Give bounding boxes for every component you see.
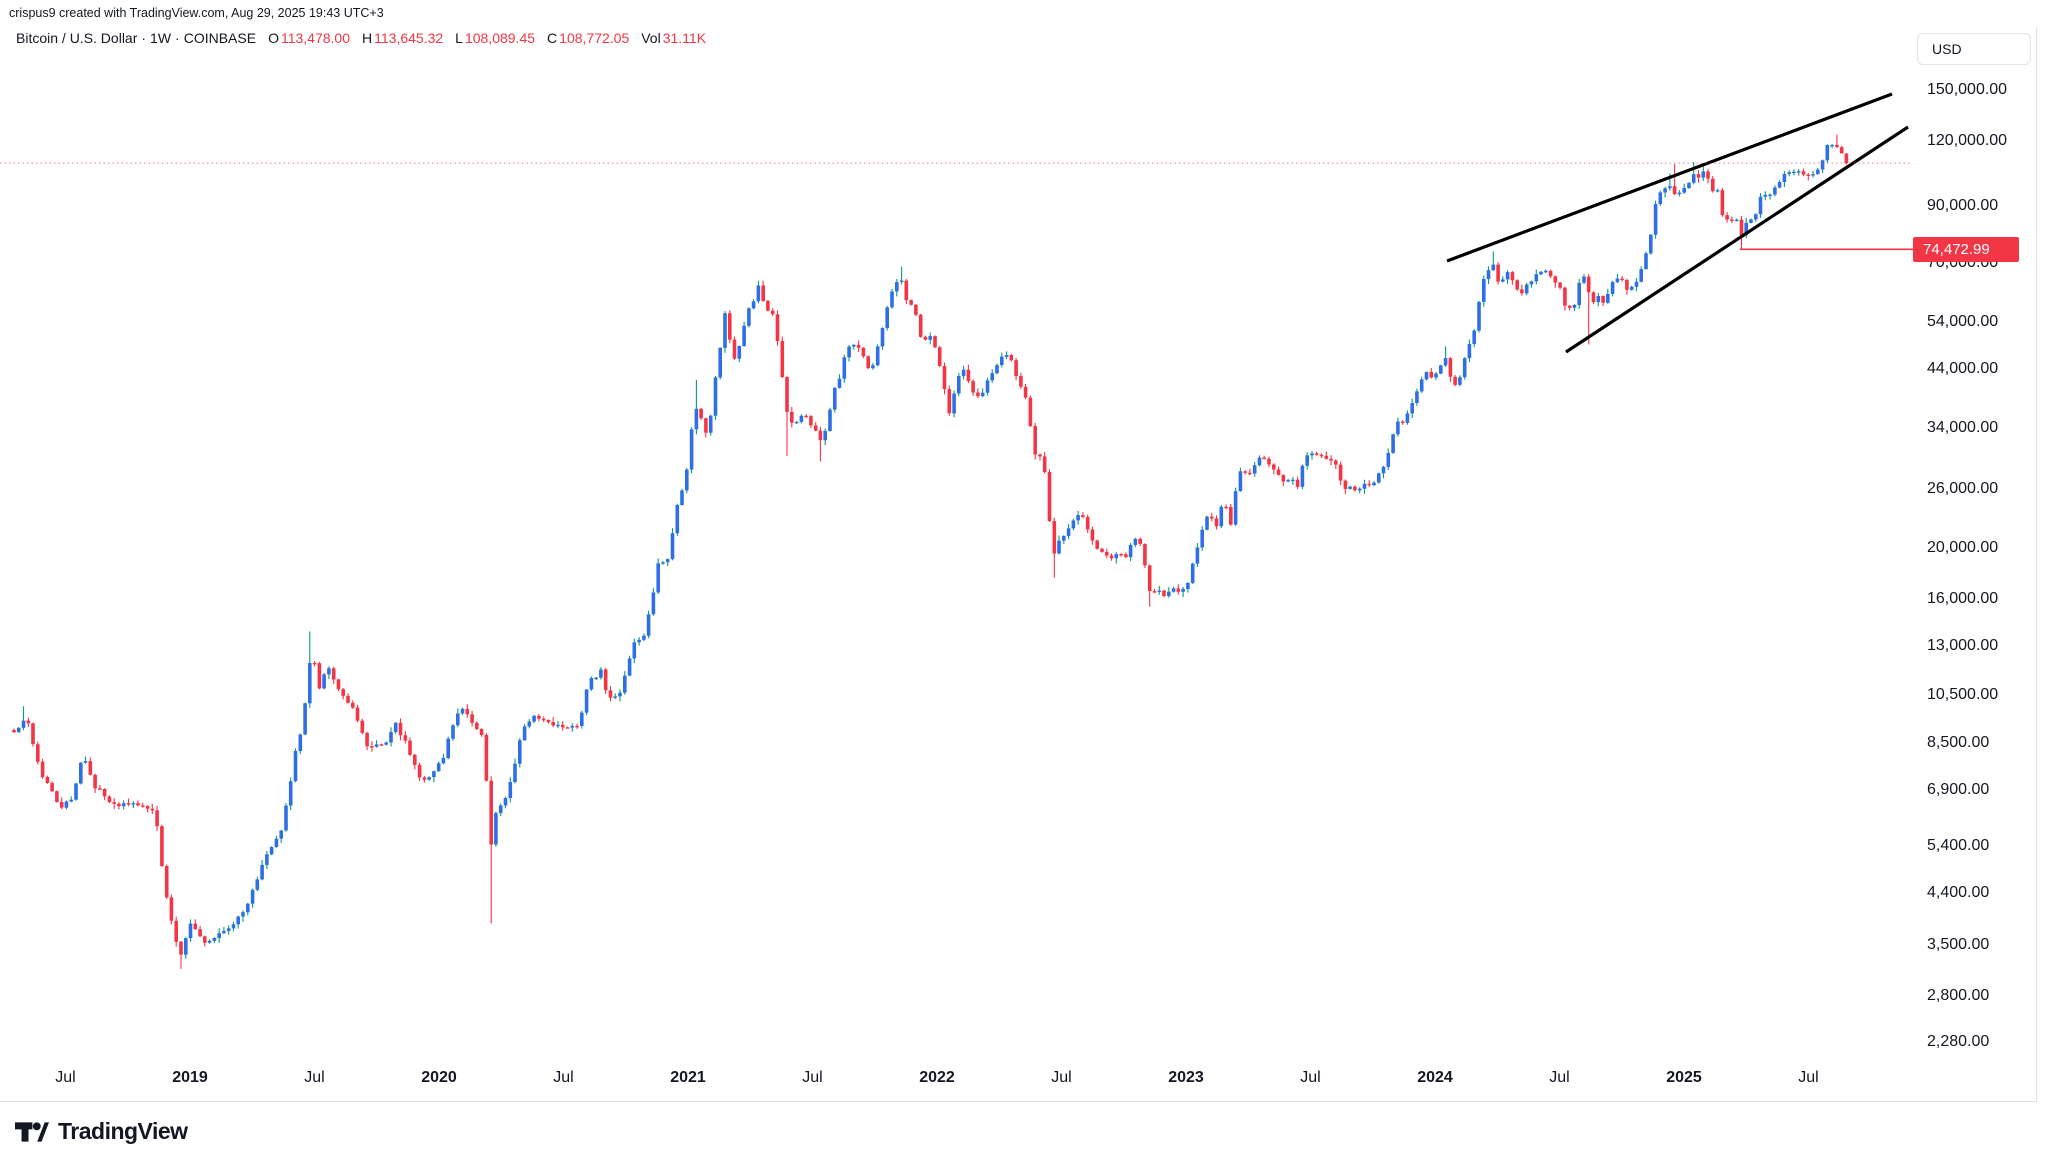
price-axis-label: 16,000.00: [1927, 590, 1999, 608]
time-axis-label: Jul: [1798, 1069, 1819, 1086]
footer-divider: [0, 1101, 2037, 1102]
price-axis-label: 8,500.00: [1927, 734, 1990, 752]
price-axis-label: 6,900.00: [1927, 781, 1990, 799]
footer-brand[interactable]: TradingView: [15, 1118, 188, 1145]
time-axis-label: Jul: [1051, 1069, 1072, 1086]
time-axis-label: 2020: [421, 1069, 457, 1086]
ohlc-field: C 108,772.05: [547, 30, 630, 46]
price-axis-label: 54,000.00: [1927, 313, 1999, 331]
time-axis-label: 2024: [1417, 1069, 1453, 1086]
price-axis-label: 5,400.00: [1927, 837, 1990, 855]
price-axis-label: 20,000.00: [1927, 539, 1999, 557]
tradingview-logo-icon: [15, 1121, 49, 1142]
ohlc-values: O 113,478.00 H 113,645.32 L 108,089.45 C 108,77…: [256, 30, 706, 46]
ohlc-field: Vol 31.11K: [641, 30, 707, 46]
tradingview-brand-text: TradingView: [58, 1118, 188, 1144]
price-axis-label: 3,500.00: [1927, 935, 1990, 953]
time-axis-label: Jul: [55, 1069, 76, 1086]
attribution-text: crispus9 created with TradingView.com, A…: [9, 6, 384, 20]
exchange-label: COINBASE: [183, 30, 257, 46]
price-axis-label: 26,000.00: [1927, 479, 1999, 497]
time-axis-label: Jul: [1300, 1069, 1321, 1086]
price-axis-label: 2,280.00: [1927, 1033, 1990, 1051]
price-axis-label: 44,000.00: [1927, 360, 1999, 378]
separator: ·: [141, 30, 147, 46]
time-axis-label: Jul: [304, 1069, 325, 1086]
ohlc-field: L 108,089.45: [455, 30, 536, 46]
ohlc-field: O 113,478.00: [268, 30, 350, 46]
price-axis-label: 10,500.00: [1927, 685, 1999, 703]
ohlc-field: H 113,645.32: [362, 30, 444, 46]
trendline-wedge-lower: [1565, 125, 1909, 354]
price-level-label: 74,472.99: [1913, 236, 2019, 262]
price-axis-label: 2,800.00: [1927, 986, 1990, 1004]
time-axis-label: 2023: [1168, 1069, 1204, 1086]
separator: ·: [175, 30, 180, 46]
price-axis-label: 120,000.00: [1927, 131, 2008, 149]
time-axis-label: Jul: [802, 1069, 823, 1086]
price-axis-divider: [2036, 27, 2037, 1101]
time-axis-label: 2025: [1666, 1069, 1702, 1086]
symbol-title: Bitcoin / U.S. Dollar: [16, 30, 138, 46]
time-axis-label: 2019: [172, 1069, 208, 1086]
price-axis-label: 13,000.00: [1927, 637, 1999, 655]
time-axis-label: 2021: [670, 1069, 706, 1086]
time-axis-label: Jul: [1549, 1069, 1570, 1086]
price-axis-label: 150,000.00: [1927, 81, 2008, 98]
chart-legend[interactable]: Bitcoin / U.S. Dollar · 1W · COINBASE O 113,47…: [16, 30, 706, 46]
time-axis-label: Jul: [553, 1069, 574, 1086]
time-axis-label: 2022: [919, 1069, 955, 1086]
interval-label: 1W: [150, 30, 172, 46]
price-axis-label: 34,000.00: [1927, 418, 1999, 436]
currency-toggle-button[interactable]: USD: [1917, 33, 2031, 65]
price-axis-label: 4,400.00: [1927, 883, 1990, 901]
price-axis-label: 90,000.00: [1927, 197, 1999, 215]
candles-group: [12, 134, 1849, 969]
trendline-wedge-upper: [1446, 92, 1893, 263]
